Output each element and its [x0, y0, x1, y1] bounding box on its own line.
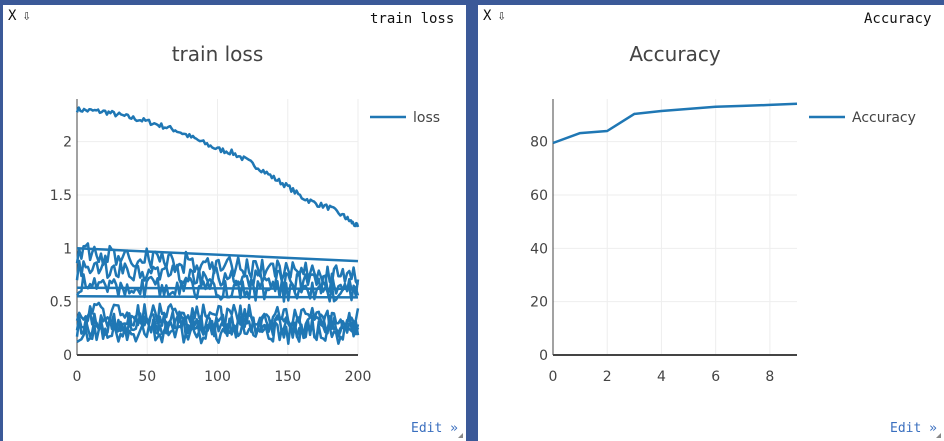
- y-tick-label: 0: [539, 348, 548, 364]
- x-tick-label: 50: [138, 369, 156, 385]
- chart-title: Accuracy: [629, 42, 720, 66]
- x-tick-label: 6: [711, 369, 720, 385]
- y-tick-label: 0.5: [50, 295, 72, 311]
- y-tick-label: 40: [530, 241, 548, 257]
- train-loss-chart: train loss 0 50 100 150 200 0 0.5 1 1.5 2 loss: [50, 42, 440, 385]
- edit-chart-link[interactable]: Edit »: [890, 421, 937, 436]
- legend-label: Accuracy: [852, 110, 916, 126]
- x-tick-label: 8: [765, 369, 774, 385]
- x-tick-label: 100: [204, 369, 231, 385]
- pin-icon[interactable]: ⇩: [497, 8, 506, 24]
- pane-controls: X ⇩: [483, 9, 512, 23]
- series-line: [552, 102, 798, 145]
- series-line: [76, 247, 359, 263]
- x-tick-label: 200: [345, 369, 372, 385]
- series-line: [75, 259, 360, 297]
- y-tick-label: 80: [530, 135, 548, 151]
- x-tick-label: 150: [274, 369, 301, 385]
- y-tick-label: 0: [63, 348, 72, 364]
- x-tick-label: 0: [73, 369, 82, 385]
- y-tick-label: 1.5: [50, 188, 72, 204]
- series-line: [76, 273, 360, 303]
- accuracy-pane: X ⇩ Accuracy Accuracy 0 2 4 6 8 0 20 40 60 80 Accura…: [478, 5, 944, 441]
- edit-chart-link[interactable]: Edit »: [411, 421, 458, 436]
- pane-title-tag: Accuracy: [864, 11, 932, 27]
- x-tick-label: 4: [657, 369, 666, 385]
- train-loss-pane: X ⇩ train loss train loss 0 50 100 150 200 0 0.5…: [3, 5, 466, 441]
- pin-icon[interactable]: ⇩: [22, 8, 31, 24]
- resize-handle[interactable]: [458, 433, 463, 438]
- resize-handle[interactable]: [936, 433, 941, 438]
- series-line: [75, 242, 360, 287]
- legend-label: loss: [413, 110, 440, 126]
- series-line: [75, 301, 360, 330]
- pane-controls: X ⇩: [8, 9, 37, 23]
- y-tick-label: 20: [530, 295, 548, 311]
- close-button[interactable]: X: [8, 8, 17, 24]
- chart-title: train loss: [172, 42, 264, 66]
- x-tick-label: 0: [549, 369, 558, 385]
- y-tick-label: 1: [63, 241, 72, 257]
- series-line: [76, 320, 360, 345]
- series-line: [75, 106, 360, 228]
- pane-title-tag: train loss: [370, 11, 455, 27]
- y-tick-label: 60: [530, 188, 548, 204]
- x-tick-label: 2: [603, 369, 612, 385]
- close-button[interactable]: X: [483, 8, 492, 24]
- y-tick-label: 2: [63, 135, 72, 151]
